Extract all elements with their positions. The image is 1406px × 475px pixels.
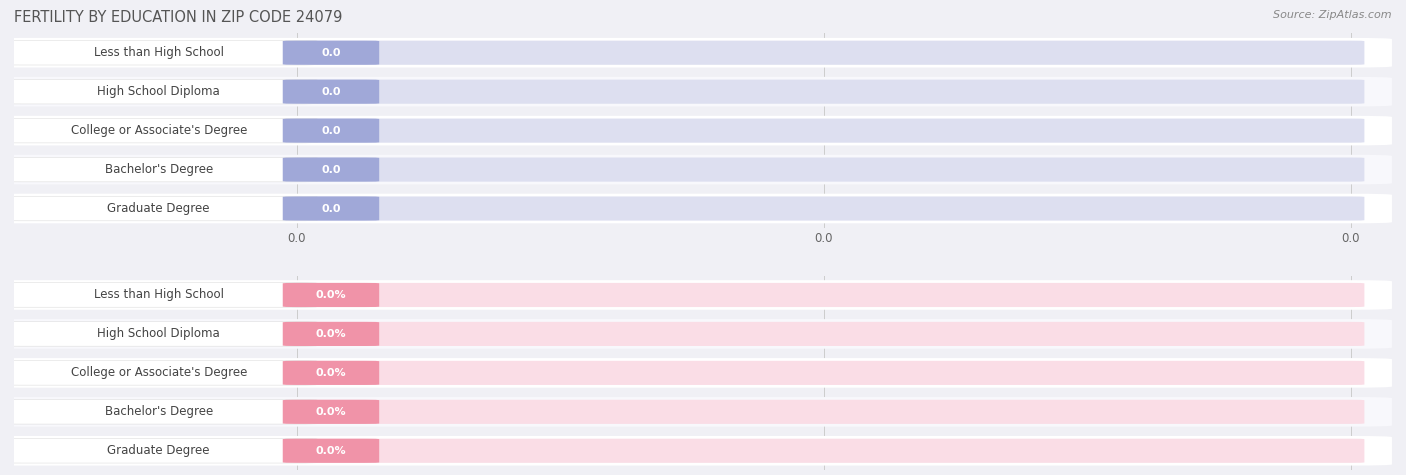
FancyBboxPatch shape [0, 38, 1392, 67]
Text: Bachelor's Degree: Bachelor's Degree [104, 405, 212, 418]
FancyBboxPatch shape [283, 361, 380, 385]
FancyBboxPatch shape [0, 438, 318, 463]
FancyBboxPatch shape [0, 322, 318, 346]
FancyBboxPatch shape [283, 439, 1364, 463]
Text: College or Associate's Degree: College or Associate's Degree [70, 366, 247, 380]
Text: 0.0: 0.0 [321, 164, 340, 175]
FancyBboxPatch shape [283, 41, 380, 65]
FancyBboxPatch shape [0, 77, 1392, 106]
FancyBboxPatch shape [0, 79, 318, 104]
FancyBboxPatch shape [0, 196, 318, 221]
FancyBboxPatch shape [283, 80, 380, 104]
FancyBboxPatch shape [283, 361, 1364, 385]
Text: 0.0: 0.0 [321, 48, 340, 58]
Text: 0.0: 0.0 [321, 203, 340, 214]
Text: Less than High School: Less than High School [94, 46, 224, 59]
FancyBboxPatch shape [283, 439, 380, 463]
Text: High School Diploma: High School Diploma [97, 327, 221, 341]
FancyBboxPatch shape [0, 116, 1392, 145]
Text: Graduate Degree: Graduate Degree [107, 444, 209, 457]
FancyBboxPatch shape [0, 283, 318, 307]
FancyBboxPatch shape [0, 436, 1392, 466]
Text: FERTILITY BY EDUCATION IN ZIP CODE 24079: FERTILITY BY EDUCATION IN ZIP CODE 24079 [14, 10, 343, 25]
FancyBboxPatch shape [283, 158, 380, 181]
FancyBboxPatch shape [283, 197, 1364, 220]
FancyBboxPatch shape [283, 197, 380, 220]
Text: Bachelor's Degree: Bachelor's Degree [104, 163, 212, 176]
Text: College or Associate's Degree: College or Associate's Degree [70, 124, 247, 137]
FancyBboxPatch shape [283, 400, 380, 424]
Text: Graduate Degree: Graduate Degree [107, 202, 209, 215]
FancyBboxPatch shape [0, 319, 1392, 349]
FancyBboxPatch shape [283, 119, 1364, 142]
FancyBboxPatch shape [283, 400, 1364, 424]
Text: 0.0%: 0.0% [316, 446, 346, 456]
FancyBboxPatch shape [0, 157, 318, 182]
FancyBboxPatch shape [283, 322, 1364, 346]
Text: Less than High School: Less than High School [94, 288, 224, 302]
FancyBboxPatch shape [283, 322, 380, 346]
FancyBboxPatch shape [283, 158, 1364, 181]
FancyBboxPatch shape [0, 194, 1392, 223]
Text: 0.0%: 0.0% [316, 368, 346, 378]
FancyBboxPatch shape [283, 119, 380, 142]
FancyBboxPatch shape [0, 280, 1392, 310]
FancyBboxPatch shape [283, 283, 1364, 307]
FancyBboxPatch shape [0, 358, 1392, 388]
Text: 0.0%: 0.0% [316, 329, 346, 339]
FancyBboxPatch shape [283, 80, 1364, 104]
FancyBboxPatch shape [0, 118, 318, 143]
Text: 0.0: 0.0 [321, 125, 340, 136]
Text: High School Diploma: High School Diploma [97, 85, 221, 98]
Text: 0.0%: 0.0% [316, 290, 346, 300]
FancyBboxPatch shape [0, 397, 1392, 427]
FancyBboxPatch shape [0, 40, 318, 65]
Text: Source: ZipAtlas.com: Source: ZipAtlas.com [1274, 10, 1392, 19]
Text: 0.0: 0.0 [321, 86, 340, 97]
FancyBboxPatch shape [0, 399, 318, 424]
FancyBboxPatch shape [0, 155, 1392, 184]
FancyBboxPatch shape [0, 361, 318, 385]
FancyBboxPatch shape [283, 41, 1364, 65]
FancyBboxPatch shape [283, 283, 380, 307]
Text: 0.0%: 0.0% [316, 407, 346, 417]
